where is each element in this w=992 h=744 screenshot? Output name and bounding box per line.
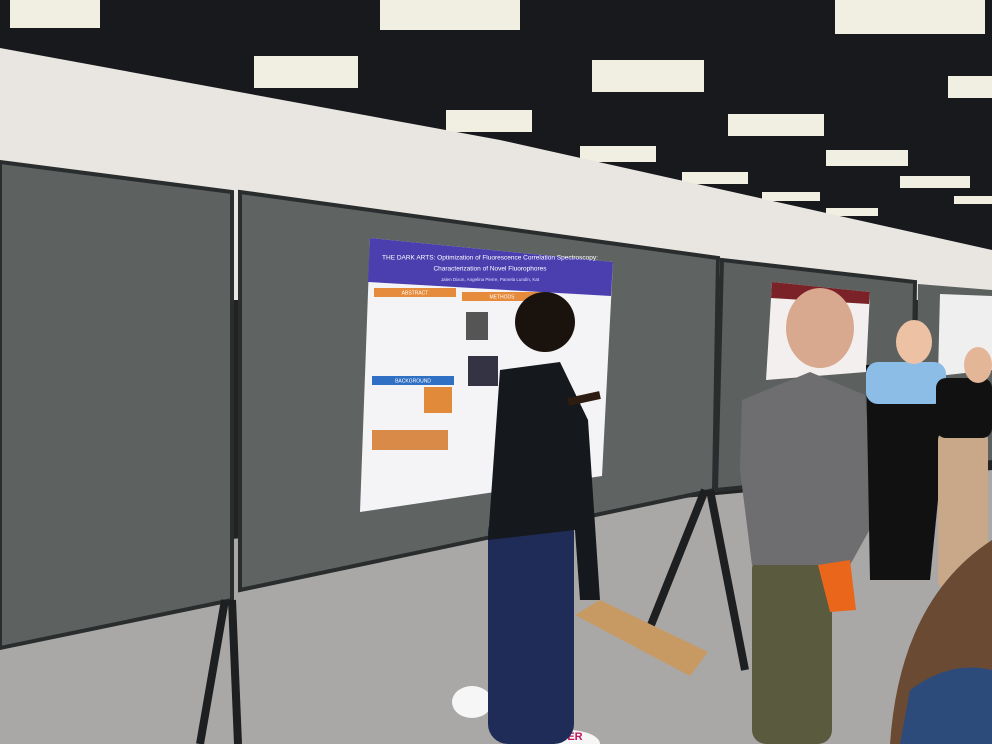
poster-figure	[424, 387, 452, 413]
sweater	[740, 372, 875, 565]
light	[446, 110, 532, 132]
visitor	[740, 288, 875, 744]
board-stand	[196, 488, 749, 744]
trousers	[752, 555, 832, 744]
light	[948, 76, 992, 98]
light	[826, 208, 878, 216]
head	[896, 320, 932, 364]
section-header: METHODS	[490, 294, 516, 300]
trousers	[488, 512, 574, 744]
head	[786, 288, 854, 368]
poster-figure	[466, 312, 488, 340]
foreground-shirt	[900, 667, 992, 744]
ceiling-lights	[10, 0, 992, 216]
arm	[567, 391, 601, 406]
section-header: ABSTRACT	[402, 290, 429, 296]
light	[580, 146, 656, 162]
head	[515, 292, 575, 352]
light	[254, 56, 358, 88]
paper-roll	[575, 600, 708, 676]
attendee-dress	[866, 365, 945, 580]
section-header: BACKGROUND	[395, 378, 431, 384]
poster-header	[368, 238, 613, 296]
light	[900, 176, 970, 188]
section-bar	[374, 288, 456, 297]
poster-title: THE DARK ARTS: Optimization of Fluoresce…	[382, 255, 598, 262]
floor-sticker	[452, 686, 492, 718]
light	[835, 0, 985, 34]
attendees	[866, 320, 992, 744]
light	[762, 192, 820, 201]
poster-board	[0, 159, 234, 651]
presenter	[488, 292, 601, 744]
light	[728, 114, 824, 136]
poster-figure	[468, 356, 498, 386]
attendee-top	[936, 378, 992, 438]
head	[964, 347, 992, 383]
section-bar	[372, 376, 454, 385]
light	[380, 0, 520, 30]
light	[592, 60, 704, 92]
poster-figure	[372, 430, 448, 450]
shirt	[488, 362, 600, 600]
light	[826, 150, 908, 166]
light	[954, 196, 992, 204]
light	[682, 172, 748, 184]
poster-title: Characterization of Novel Fluorophores	[433, 266, 547, 273]
attendee-top	[866, 362, 946, 404]
section-bar	[462, 292, 542, 301]
light	[10, 0, 100, 28]
hat	[818, 560, 856, 612]
attendee-trousers	[938, 430, 988, 590]
poster-authors: Jalen Dixon, Angelina Pierre, Pamela Lun…	[441, 277, 540, 282]
